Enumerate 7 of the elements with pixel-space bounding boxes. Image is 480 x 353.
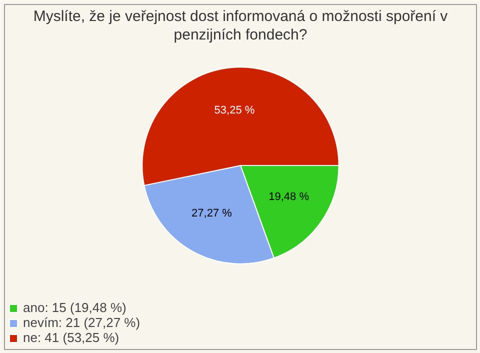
legend-label: nevím: 21 (27,27 %) xyxy=(23,315,140,330)
data-label: 53,25 % xyxy=(214,104,255,117)
data-label: 19,48 % xyxy=(268,191,310,204)
data-label: 27,27 % xyxy=(192,208,232,220)
legend-label: ne: 41 (53,25 %) xyxy=(23,330,120,345)
chart-title: Myslíte, že je veřejnost dost informovaná o možnosti spoření v penzijních fondech? xyxy=(33,8,448,44)
legend-label: ano: 15 (19,48 %) xyxy=(23,300,126,315)
